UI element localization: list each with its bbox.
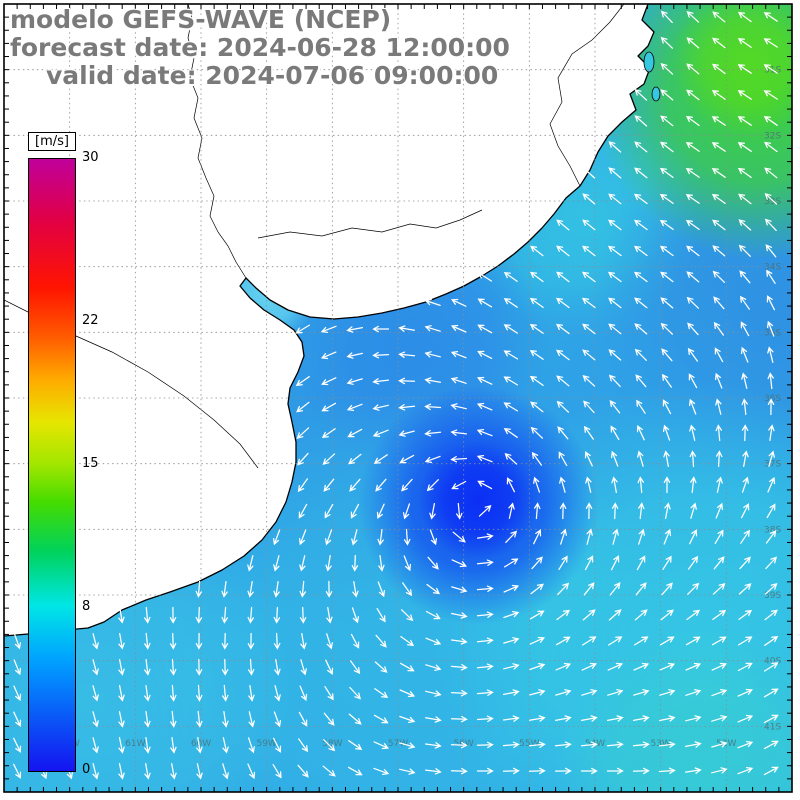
valid-date: valid date: 2024-07-06 09:00:00 [46, 61, 499, 90]
svg-text:41S: 41S [764, 722, 781, 732]
svg-text:55W: 55W [519, 739, 539, 749]
coastal-lagoon [643, 51, 655, 73]
coastal-lagoon [651, 86, 661, 102]
svg-text:36S: 36S [764, 394, 781, 404]
river-border-line [549, 4, 625, 187]
svg-text:33S: 33S [764, 197, 781, 207]
svg-text:60W: 60W [191, 739, 211, 749]
svg-text:59W: 59W [256, 739, 276, 749]
colorbar-tick-label: 22 [82, 313, 99, 329]
title-block: modelo GEFS-WAVE (NCEP) forecast date: 2… [10, 6, 510, 90]
colorbar-tick-label: 0 [82, 762, 91, 777]
svg-text:61W: 61W [125, 739, 145, 749]
colorbar-body: 30 22 15 8 0 [28, 150, 99, 777]
svg-text:53W: 53W [650, 739, 670, 749]
frame-ticks [4, 4, 792, 792]
model-title: modelo GEFS-WAVE (NCEP) [10, 5, 392, 34]
svg-text:38S: 38S [764, 525, 781, 535]
coastline [4, 4, 655, 637]
colorbar-tick-label: 30 [82, 150, 99, 165]
svg-text:52W: 52W [716, 739, 736, 749]
colorbar-tick-label: 15 [82, 456, 99, 471]
svg-text:37S: 37S [764, 460, 781, 470]
svg-text:40S: 40S [764, 657, 781, 667]
svg-text:32S: 32S [764, 131, 781, 141]
land-region [4, 4, 654, 636]
svg-text:57W: 57W [388, 739, 408, 749]
river-border-line [187, 4, 247, 279]
colorbar-gradient [28, 158, 76, 772]
svg-text:58W: 58W [322, 739, 342, 749]
svg-text:39S: 39S [764, 591, 781, 601]
wave-field-patch [673, 4, 792, 137]
forecast-date: forecast date: 2024-06-28 12:00:00 [10, 33, 510, 62]
colorbar-unit-label: [m/s] [28, 132, 76, 151]
river-border-line [257, 209, 483, 239]
colorbar-tick-label: 8 [82, 598, 91, 614]
svg-text:34S: 34S [764, 263, 781, 273]
wave-field-patch [418, 440, 538, 560]
colorbar: [m/s] 30 22 15 8 0 [28, 130, 99, 777]
